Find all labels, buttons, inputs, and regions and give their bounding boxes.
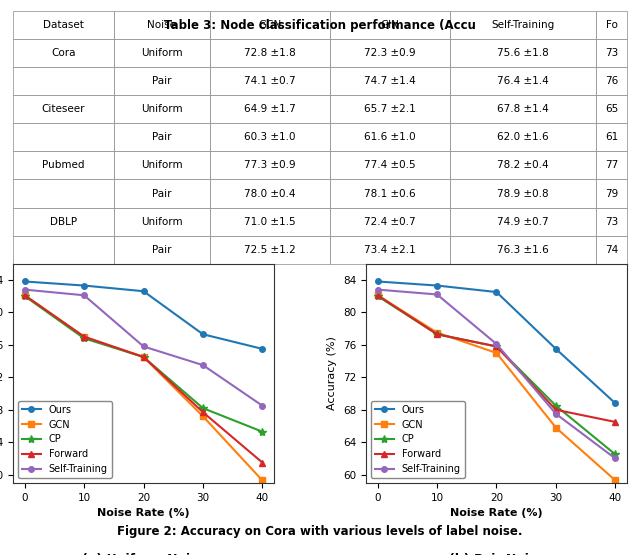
Ours [374,278,381,285]
Ours [493,289,500,295]
CP [493,343,500,350]
Self-Training [80,292,88,299]
Ours [433,282,441,289]
Ours [80,282,88,289]
Ours [552,346,560,352]
CP [21,293,29,300]
Self-Training [199,362,207,369]
Line: CP: CP [374,292,620,458]
Legend: Ours, GCN, CP, Forward, Self-Training: Ours, GCN, CP, Forward, Self-Training [371,401,465,478]
X-axis label: Noise Rate (%): Noise Rate (%) [450,508,543,518]
GCN [493,350,500,356]
CP [80,335,88,342]
Line: Self-Training: Self-Training [375,287,618,461]
Forward [493,343,500,350]
Forward [259,459,266,466]
Ours [611,400,619,407]
CP [552,402,560,409]
CP [199,405,207,411]
Forward [611,418,619,425]
Self-Training [433,291,441,298]
GCN [80,334,88,340]
Ours [140,288,147,295]
Self-Training [374,286,381,293]
Forward [21,292,29,299]
Forward [552,406,560,413]
X-axis label: Noise Rate (%): Noise Rate (%) [97,508,190,518]
Line: Ours: Ours [375,279,618,406]
Text: Figure 2: Accuracy on Cora with various levels of label noise.: Figure 2: Accuracy on Cora with various … [117,526,523,538]
Title: (a) Uniform Noise: (a) Uniform Noise [81,553,205,555]
Forward [140,354,147,360]
Line: GCN: GCN [22,292,265,483]
GCN [259,477,266,484]
GCN [374,292,381,299]
Line: CP: CP [20,292,266,436]
GCN [433,329,441,336]
CP [140,354,147,360]
Line: Ours: Ours [22,279,265,352]
CP [374,293,381,300]
GCN [611,477,619,484]
Forward [374,292,381,299]
Line: GCN: GCN [375,292,618,483]
Y-axis label: Accuracy (%): Accuracy (%) [327,336,337,410]
Forward [199,409,207,416]
Text: Table 3: Node classification performance (Accu: Table 3: Node classification performance… [164,19,476,32]
CP [611,451,619,458]
Line: Forward: Forward [22,292,265,465]
Forward [80,334,88,340]
Ours [199,331,207,337]
Self-Training [259,402,266,409]
Line: Self-Training: Self-Training [22,287,265,408]
GCN [140,354,147,360]
GCN [552,425,560,431]
Title: (b) Pair Noise: (b) Pair Noise [449,553,545,555]
Self-Training [493,341,500,347]
Self-Training [611,455,619,462]
Ours [21,278,29,285]
Self-Training [21,286,29,293]
Forward [433,331,441,337]
CP [433,331,441,337]
GCN [199,413,207,420]
Self-Training [140,343,147,350]
CP [259,428,266,435]
Line: Forward: Forward [375,292,618,425]
GCN [21,292,29,299]
Ours [259,346,266,352]
Legend: Ours, GCN, CP, Forward, Self-Training: Ours, GCN, CP, Forward, Self-Training [18,401,111,478]
Self-Training [552,411,560,417]
